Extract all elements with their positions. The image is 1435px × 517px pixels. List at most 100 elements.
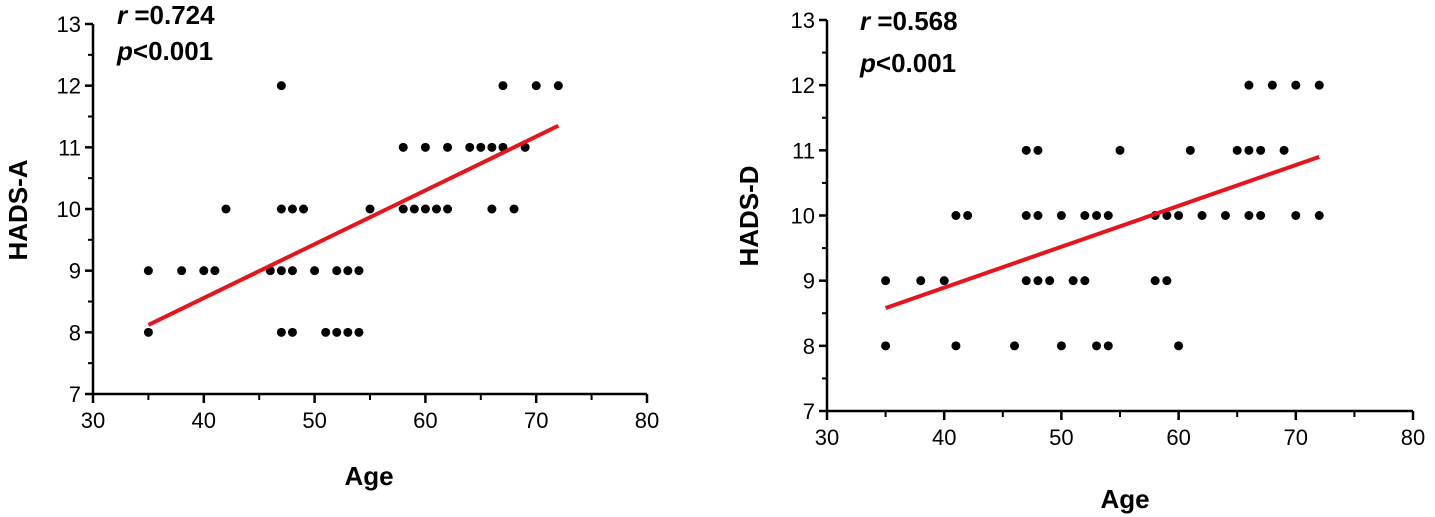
data-point xyxy=(1045,276,1055,286)
p-annotation: p<0.001 xyxy=(116,36,213,66)
x-tick-label: 50 xyxy=(302,408,326,433)
y-tick-label: 8 xyxy=(803,334,815,359)
data-point xyxy=(1291,211,1301,220)
data-point xyxy=(1232,145,1242,155)
data-point xyxy=(221,204,231,214)
data-point xyxy=(1033,211,1043,220)
data-point xyxy=(1010,341,1020,351)
data-point xyxy=(1080,276,1090,286)
data-point xyxy=(553,81,563,91)
data-point xyxy=(287,204,297,214)
data-point xyxy=(354,266,364,276)
data-point xyxy=(398,204,408,214)
data-point xyxy=(354,327,364,337)
scatter-plot-hads-a: HADS-A Age r =0.724 p<0.001 7 8 9 10 11 12 13 3… xyxy=(3,0,659,491)
data-point xyxy=(1174,211,1184,220)
data-point xyxy=(1162,276,1172,286)
p-value: <0.001 xyxy=(876,48,956,78)
data-point xyxy=(509,204,519,214)
data-point xyxy=(487,142,497,152)
data-point xyxy=(177,266,187,276)
x-tick-label: 40 xyxy=(932,425,956,450)
data-point xyxy=(1244,145,1254,155)
data-point xyxy=(476,142,486,152)
data-point xyxy=(951,211,961,220)
y-tick-label: 11 xyxy=(58,135,81,160)
scatter-plot-hads-d: HADS-D Age r =0.568 p<0.001 7 8 9 10 11 12 13 3… xyxy=(734,6,1425,514)
x-axis-label: Age xyxy=(344,461,393,491)
data-point xyxy=(1103,211,1113,220)
data-point xyxy=(1220,211,1230,220)
data-point xyxy=(143,327,153,337)
data-point xyxy=(1279,145,1289,155)
r-value: =0.568 xyxy=(870,6,957,36)
p-value: <0.001 xyxy=(133,36,213,66)
data-point xyxy=(443,204,453,214)
data-point xyxy=(881,276,891,286)
data-point xyxy=(287,327,297,337)
p-symbol: p xyxy=(116,36,133,66)
x-tick-label: 60 xyxy=(413,408,437,433)
data-point xyxy=(332,327,342,337)
x-tick-label: 30 xyxy=(81,408,105,433)
regression-line xyxy=(147,123,560,327)
data-point xyxy=(343,327,353,337)
data-point xyxy=(1092,341,1102,351)
r-annotation: r =0.724 xyxy=(117,0,215,30)
data-point xyxy=(276,81,286,91)
regression-line xyxy=(884,154,1320,310)
data-point xyxy=(276,327,286,337)
p-symbol: p xyxy=(859,48,876,78)
data-point xyxy=(1092,211,1102,220)
data-point xyxy=(465,142,475,152)
data-point xyxy=(1197,211,1207,220)
data-point xyxy=(487,204,497,214)
x-tick-label: 80 xyxy=(635,408,659,433)
y-tick-label: 13 xyxy=(57,12,81,37)
x-tick-label: 30 xyxy=(815,425,839,450)
data-point xyxy=(531,81,541,91)
data-point xyxy=(431,204,441,214)
data-point xyxy=(1174,341,1184,351)
data-point xyxy=(343,266,353,276)
data-point xyxy=(1056,341,1066,351)
data-point xyxy=(310,266,320,276)
data-point xyxy=(963,211,973,220)
data-point xyxy=(199,266,209,276)
y-tick-label: 10 xyxy=(57,197,81,222)
data-point xyxy=(210,266,220,276)
y-tick-label: 10 xyxy=(791,204,815,229)
x-tick-label: 60 xyxy=(1166,425,1190,450)
data-point xyxy=(498,81,508,91)
y-tick-label: 9 xyxy=(803,269,815,294)
data-point xyxy=(321,327,331,337)
data-point xyxy=(1021,211,1031,220)
data-point xyxy=(1291,80,1301,90)
data-point xyxy=(276,204,286,214)
p-annotation: p<0.001 xyxy=(859,48,956,78)
data-point xyxy=(287,266,297,276)
data-point xyxy=(1033,276,1043,286)
y-tick-label: 12 xyxy=(791,73,815,98)
data-point xyxy=(1068,276,1078,286)
y-axis-label: HADS-A xyxy=(3,159,33,260)
data-point xyxy=(1021,145,1031,155)
data-point xyxy=(1021,276,1031,286)
data-point xyxy=(1103,341,1113,351)
data-point xyxy=(916,276,926,286)
data-point xyxy=(1080,211,1090,220)
y-tick-label: 8 xyxy=(69,320,81,345)
data-point xyxy=(1185,145,1195,155)
data-point xyxy=(1033,145,1043,155)
r-value: =0.724 xyxy=(127,0,215,30)
x-tick-label: 50 xyxy=(1049,425,1073,450)
data-point xyxy=(420,204,430,214)
data-point xyxy=(1162,211,1172,220)
data-point xyxy=(881,341,891,351)
x-tick-label: 70 xyxy=(1284,425,1308,450)
data-point xyxy=(1244,211,1254,220)
data-point xyxy=(1115,145,1125,155)
y-axis-label: HADS-D xyxy=(734,165,764,266)
data-point xyxy=(1267,80,1277,90)
